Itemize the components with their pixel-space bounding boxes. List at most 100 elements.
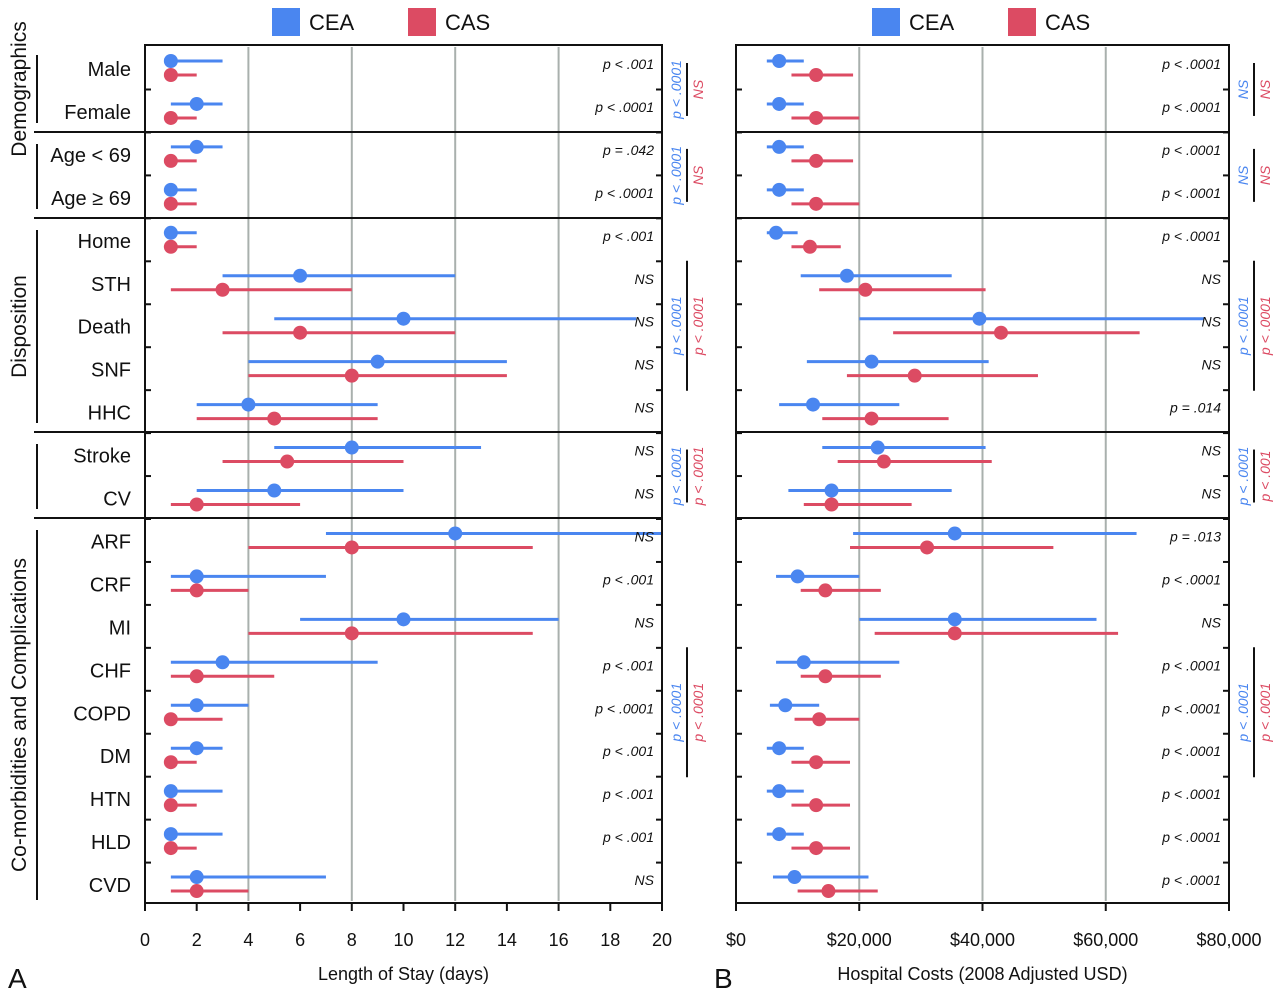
- row-pvalue: p < .0001: [1161, 872, 1221, 888]
- median-point: [772, 784, 787, 799]
- x-tick-label: $20,000: [827, 930, 892, 950]
- median-point: [769, 225, 784, 240]
- row-pvalue: p < .001: [602, 786, 654, 802]
- median-point: [772, 54, 787, 68]
- median-point: [972, 311, 987, 326]
- median-point: [824, 497, 839, 512]
- row-pvalue: p < .0001: [1161, 571, 1221, 587]
- legend-label-cas: CAS: [445, 10, 490, 35]
- median-point: [163, 68, 178, 82]
- median-point: [189, 741, 204, 756]
- median-point: [812, 712, 827, 727]
- median-point: [809, 798, 824, 813]
- panel-a: 0 2 4 6 8 10 12 14 16 18 20 Length of Stay (days) Ap…: [8, 44, 706, 991]
- row-label: HHC: [88, 403, 131, 425]
- median-point: [163, 712, 178, 727]
- median-point: [870, 440, 885, 455]
- row-label: SNF: [91, 360, 131, 382]
- row-pvalue: p < .0001: [1161, 99, 1221, 115]
- median-point: [772, 827, 787, 842]
- row-pvalue: NS: [635, 528, 655, 544]
- bracket-label-cea: NS: [1235, 79, 1251, 99]
- median-point: [818, 669, 833, 684]
- median-point: [163, 182, 178, 197]
- median-point: [370, 354, 385, 369]
- row-label: Stroke: [73, 446, 131, 468]
- median-point: [448, 526, 463, 541]
- median-point: [802, 239, 817, 254]
- median-point: [163, 196, 178, 211]
- median-point: [163, 110, 178, 125]
- row-label: Death: [78, 317, 131, 339]
- legend-swatch-cea: [272, 8, 300, 36]
- row-label: HLD: [91, 832, 131, 854]
- bracket-label-cas: p < .0001: [1257, 683, 1273, 743]
- row-pvalue: NS: [635, 486, 655, 502]
- row-label: MI: [109, 617, 131, 639]
- x-tick-label: $0: [726, 930, 746, 950]
- x-tick-label: 6: [295, 930, 305, 950]
- median-point: [267, 411, 282, 426]
- median-point: [824, 483, 839, 498]
- row-pvalue: p < .001: [602, 829, 654, 845]
- row-pvalue: NS: [635, 443, 655, 459]
- x-axis-label: Hospital Costs (2008 Adjusted USD): [837, 964, 1127, 984]
- median-point: [396, 311, 411, 326]
- row-pvalue: p < .0001: [1161, 185, 1221, 201]
- row-pvalue: p < .0001: [1161, 829, 1221, 845]
- row-pvalue: NS: [635, 872, 655, 888]
- row-pvalue: p < .0001: [1161, 743, 1221, 759]
- row-pvalue: p < .001: [602, 228, 654, 244]
- row-label: CV: [103, 489, 131, 511]
- legend-label-cea: CEA: [909, 10, 955, 35]
- row-label: HTN: [90, 789, 131, 811]
- median-point: [163, 755, 178, 770]
- median-point: [189, 583, 204, 598]
- row-pvalue: NS: [1202, 314, 1222, 330]
- median-point: [772, 139, 787, 154]
- bracket-label-cea: p < .0001: [668, 296, 684, 356]
- median-point: [280, 454, 295, 469]
- median-point: [344, 440, 359, 455]
- median-point: [806, 397, 821, 412]
- median-point: [821, 884, 836, 899]
- median-point: [809, 153, 824, 168]
- row-pvalue: p < .0001: [1161, 142, 1221, 158]
- median-point: [189, 870, 204, 885]
- median-point: [809, 196, 824, 211]
- median-point: [163, 54, 178, 68]
- group-label: Demographics: [8, 21, 31, 156]
- x-tick-label: 0: [140, 930, 150, 950]
- row-pvalue: p < .0001: [594, 700, 654, 716]
- row-pvalue: p < .0001: [594, 99, 654, 115]
- x-tick-label: 8: [347, 930, 357, 950]
- row-pvalue: p = .014: [1169, 400, 1221, 416]
- median-point: [772, 96, 787, 111]
- group-label: Co-morbidities and Complications: [8, 558, 31, 872]
- bracket-label-cea: NS: [1235, 165, 1251, 185]
- row-pvalue: NS: [635, 400, 655, 416]
- row-label: Female: [64, 102, 131, 124]
- median-point: [809, 841, 824, 856]
- row-pvalue: NS: [635, 357, 655, 373]
- bracket-label-cas: p < .001: [1257, 451, 1273, 503]
- median-point: [839, 268, 854, 283]
- median-point: [809, 755, 824, 770]
- median-point: [396, 612, 411, 627]
- median-point: [787, 870, 802, 885]
- row-pvalue: p < .001: [602, 657, 654, 673]
- median-point: [993, 325, 1008, 340]
- bracket-label-cas: NS: [1257, 165, 1273, 185]
- row-label: CHF: [90, 660, 131, 682]
- median-point: [163, 798, 178, 813]
- row-pvalue: NS: [1202, 357, 1222, 373]
- median-point: [809, 110, 824, 125]
- median-point: [215, 282, 230, 297]
- group-label: Disposition: [8, 275, 31, 378]
- x-tick-label: 4: [243, 930, 253, 950]
- median-point: [818, 583, 833, 598]
- row-pvalue: NS: [1202, 614, 1222, 630]
- x-tick-label: 20: [652, 930, 672, 950]
- row-pvalue: p < .0001: [1161, 786, 1221, 802]
- row-pvalue: NS: [635, 271, 655, 287]
